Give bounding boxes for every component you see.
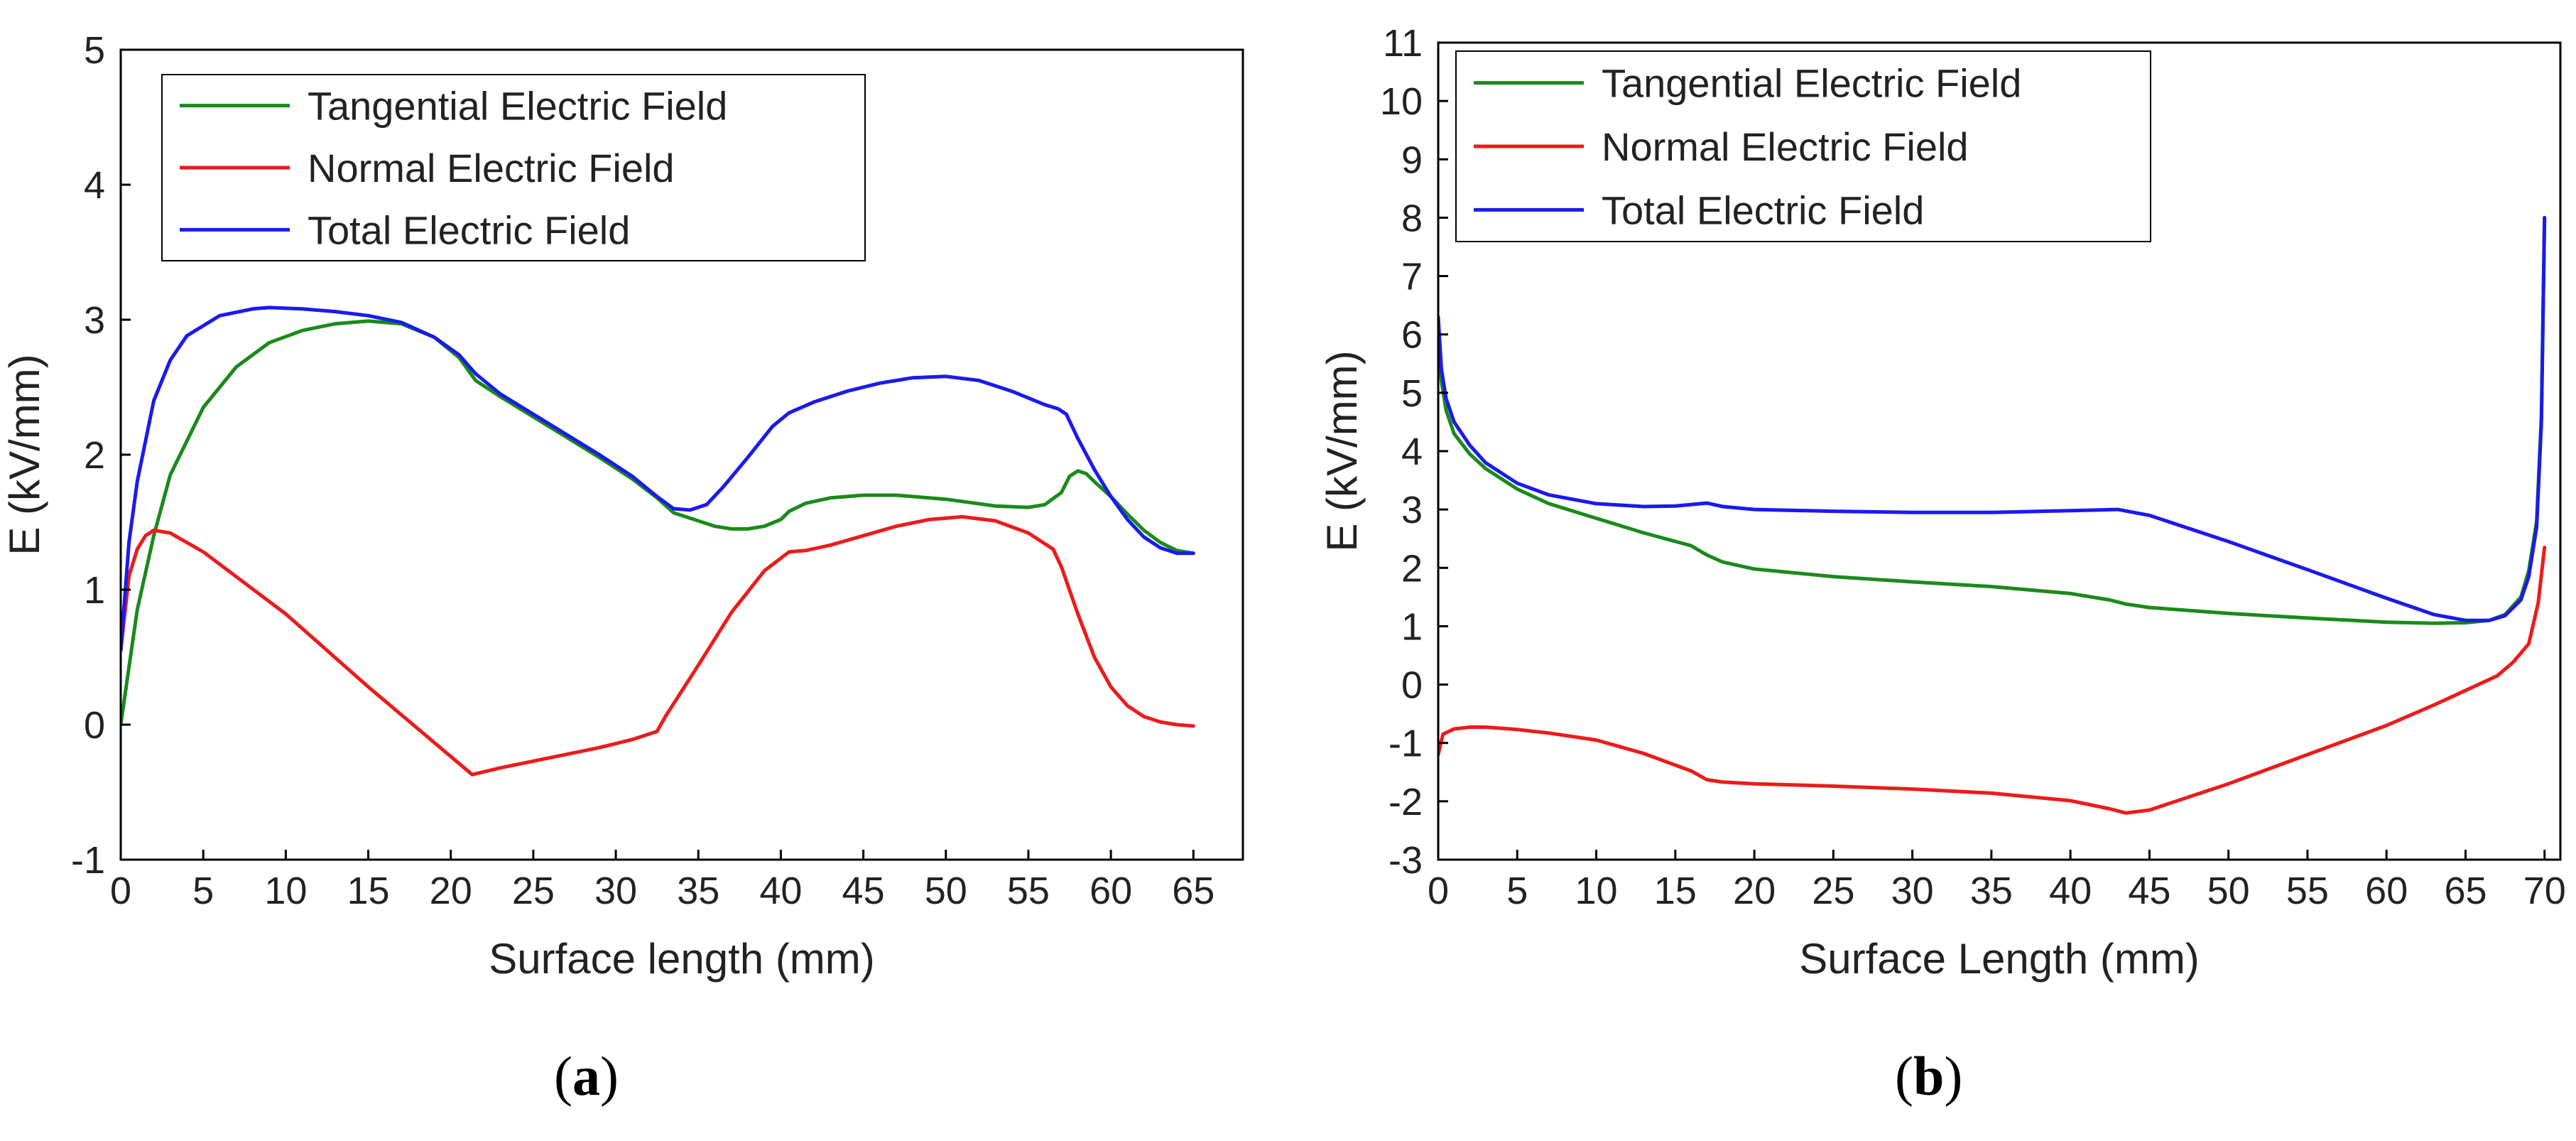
chart-b-y-tick-label: -3 [1388, 839, 1423, 882]
chart-b-x-axis-label: Surface Length (mm) [1799, 935, 2200, 983]
chart-b-y-tick-label: 6 [1401, 314, 1423, 357]
chart-a-x-tick-label: 35 [677, 870, 719, 912]
chart-b: 0 5 10 15 20 25 30 35 40 45 50 55 60 65 70-3-2-1012345… [1318, 22, 2566, 983]
chart-b-series-line-3 [1438, 215, 2547, 622]
chart-b-x-tick-label: 50 [2207, 870, 2250, 912]
chart-b-x-tick-label: 40 [2049, 870, 2092, 912]
chart-a-x-tick-label: 20 [430, 870, 472, 912]
chart-a-series-line-3 [121, 305, 1195, 652]
chart-b-y-tick-label: 0 [1401, 664, 1423, 707]
chart-a-series-line-1 [121, 319, 1195, 727]
chart-a-legend-label-2: Normal Electric Field [308, 146, 675, 190]
chart-a-x-tick-label: 40 [759, 870, 802, 912]
chart-a-x-axis-label: Surface length (mm) [489, 935, 875, 983]
panel-label-b: (b) [1895, 1045, 1963, 1107]
chart-b-y-tick-label: 7 [1401, 256, 1423, 298]
chart-a-x-tick-label: 15 [347, 870, 389, 912]
chart-a-series-line-2 [121, 514, 1195, 777]
chart-b-x-tick-label: 0 [1428, 870, 1449, 912]
chart-b-y-tick-label: 8 [1401, 197, 1423, 239]
chart-a-x-tick-label: 65 [1172, 870, 1214, 912]
chart-b-x-tick-label: 60 [2365, 870, 2408, 912]
chart-a-x-tick-label: 45 [842, 870, 885, 912]
chart-b-y-tick-label: 2 [1401, 547, 1423, 590]
chart-b-legend-label-1: Tangential Electric Field [1602, 61, 2021, 106]
chart-a-x-tick-label: 50 [925, 870, 967, 912]
chart-a-y-tick-label: 1 [84, 569, 105, 612]
chart-a-x-tick-label: 55 [1007, 870, 1050, 912]
chart-a-x-tick-label: 10 [264, 870, 307, 912]
chart-b-y-axis-label: E (kV/mm) [1318, 350, 1366, 551]
chart-b-x-tick-label: 30 [1891, 870, 1934, 912]
chart-b-x-tick-label: 65 [2444, 870, 2487, 912]
chart-a: 0 5 10 15 20 25 30 35 40 45 50 55 60 65-1012345Surfac… [1, 29, 1244, 983]
chart-b-y-tick-label: -1 [1388, 723, 1423, 765]
chart-b-y-tick-label: 4 [1401, 431, 1423, 473]
chart-b-x-tick-label: 5 [1506, 870, 1528, 912]
chart-a-x-tick-label: 60 [1089, 870, 1132, 912]
chart-b-x-tick-label: 45 [2128, 870, 2170, 912]
chart-a-y-tick-label: 3 [84, 299, 105, 342]
chart-a-y-tick-label: -1 [71, 839, 105, 882]
chart-b-legend-label-3: Total Electric Field [1602, 188, 1924, 232]
chart-a-y-tick-label: 4 [84, 164, 105, 207]
chart-b-x-tick-label: 70 [2523, 870, 2566, 912]
chart-b-y-tick-label: -2 [1388, 781, 1423, 823]
chart-b-x-tick-label: 25 [1812, 870, 1854, 912]
chart-b-x-tick-label: 10 [1575, 870, 1617, 912]
chart-b-series-line-1 [1438, 215, 2547, 625]
chart-b-legend-label-2: Normal Electric Field [1602, 124, 1969, 169]
chart-a-x-tick-label: 30 [594, 870, 637, 912]
chart-b-series-line-2 [1438, 546, 2547, 815]
chart-a-y-axis-label: E (kV/mm) [1, 354, 48, 555]
chart-a-x-tick-label: 5 [192, 870, 214, 912]
chart-b-x-tick-label: 15 [1654, 870, 1697, 912]
chart-b-y-tick-label: 1 [1401, 605, 1423, 648]
chart-a-x-tick-label: 0 [110, 870, 131, 912]
chart-a-y-tick-label: 0 [84, 704, 105, 747]
chart-a-y-tick-label: 5 [84, 29, 105, 72]
chart-a-legend-label-3: Total Electric Field [308, 207, 630, 252]
chart-a-y-tick-label: 2 [84, 434, 105, 477]
chart-b-y-tick-label: 5 [1401, 372, 1423, 415]
chart-b-x-tick-label: 20 [1733, 870, 1776, 912]
chart-b-x-tick-label: 35 [1970, 870, 2013, 912]
panel-label-a: (a) [554, 1045, 619, 1107]
chart-a-x-tick-label: 25 [512, 870, 555, 912]
chart-b-x-tick-label: 55 [2286, 870, 2329, 912]
chart-b-y-tick-label: 11 [1383, 22, 1423, 65]
chart-b-y-tick-label: 10 [1380, 80, 1423, 123]
chart-a-legend-label-1: Tangential Electric Field [308, 84, 727, 129]
chart-b-y-tick-label: 9 [1401, 139, 1423, 181]
chart-b-y-tick-label: 3 [1401, 489, 1423, 531]
